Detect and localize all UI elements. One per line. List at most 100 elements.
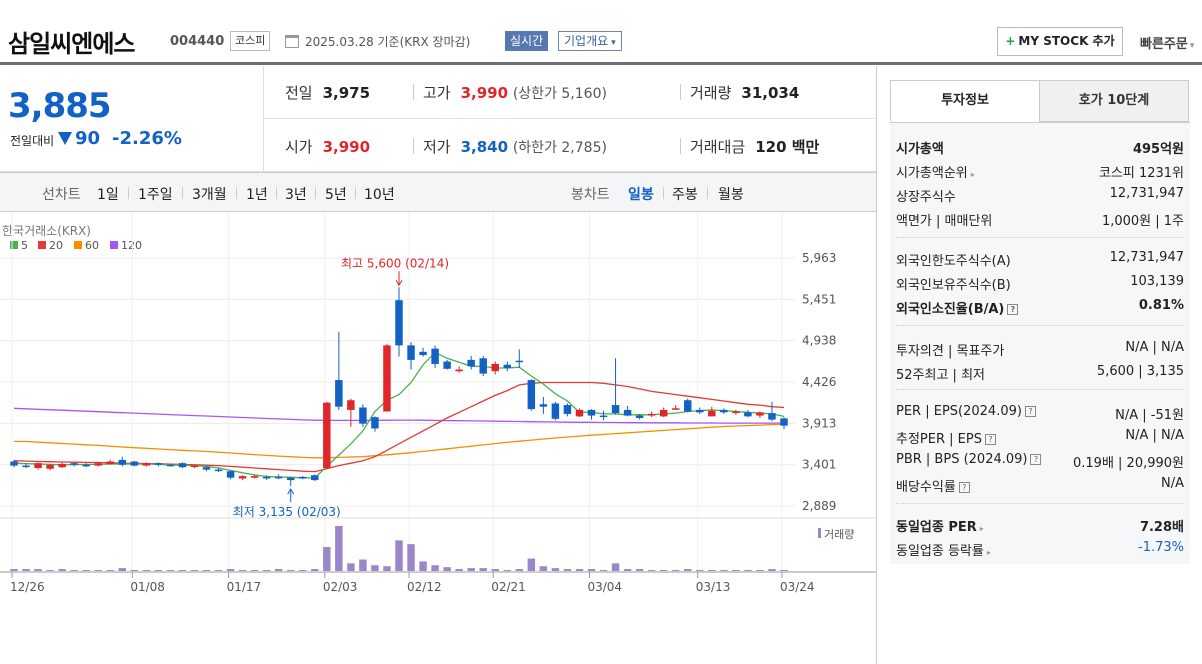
- volume-bar: [335, 526, 343, 571]
- volume-bar: [671, 570, 680, 571]
- caret-right-icon: ▸: [986, 548, 991, 557]
- candle-body: [22, 465, 30, 468]
- volume-bar: [347, 563, 355, 571]
- divider: [413, 138, 414, 154]
- info-row[interactable]: 동일업종 등락률 ▸ -1.73%: [896, 537, 1184, 559]
- tab-3month[interactable]: 3개월: [192, 187, 227, 203]
- high-price: 고가 3,990 (상한가 5,160): [423, 82, 607, 103]
- open-value: 3,990: [322, 138, 371, 156]
- volume-bar: [551, 568, 560, 571]
- volume-bar: [599, 570, 608, 571]
- help-icon[interactable]: ?: [1030, 454, 1042, 465]
- candlestick-chart[interactable]: 한국거래소(KRX)5 20 60 120 5,963 5,451 4,938 4,426 3,…: [0, 212, 876, 664]
- high-annotation: 최고 5,600 (02/14): [341, 256, 449, 270]
- volume-bar: [780, 570, 788, 571]
- info-row[interactable]: 동일업종 PER ▸ 7.28배: [896, 513, 1184, 535]
- opinion-label: 투자의견 | 목표주가: [896, 344, 1005, 359]
- x-tick-label: 02/03: [323, 580, 358, 594]
- volume-bar: [130, 570, 139, 571]
- tab-10year[interactable]: 10년: [364, 187, 395, 203]
- volume-bar: [166, 570, 175, 571]
- volume-bar: [106, 570, 114, 571]
- candle-body: [443, 361, 451, 369]
- tab-1week[interactable]: 1주일: [138, 187, 173, 203]
- candle-body: [178, 463, 187, 468]
- base-date: 2025.03.28 기준(KRX 장마감): [305, 35, 471, 49]
- tab-invest-info[interactable]: 투자정보: [890, 80, 1040, 122]
- candle-body: [335, 380, 343, 407]
- volume-bar: [274, 569, 283, 571]
- candle-body: [575, 409, 584, 417]
- high-arrow-head: [395, 280, 403, 287]
- tab-weekly[interactable]: 주봉: [672, 187, 698, 203]
- foreign-holding-value: 103,139: [1130, 274, 1184, 289]
- candle-body: [696, 409, 704, 413]
- candle-body: [551, 403, 560, 419]
- volume-bar: [226, 569, 235, 571]
- realtime-button[interactable]: 실시간: [505, 31, 549, 51]
- candle-body: [503, 364, 512, 368]
- candle-body: [262, 476, 271, 479]
- volume-bar: [178, 570, 187, 571]
- tab-5year[interactable]: 5년: [325, 187, 347, 203]
- tab-1year[interactable]: 1년: [246, 187, 268, 203]
- chart-period-tabs: 선차트 1일 1주일 3개월 1년 3년 5년 10년 봉차트 일봉 주봉 월봉: [0, 172, 876, 212]
- volume-legend-label: 거래량: [824, 528, 854, 541]
- volume-bar: [575, 569, 584, 571]
- volume-bar: [118, 568, 127, 571]
- candle-body: [684, 400, 692, 412]
- tab-daily[interactable]: 일봉: [628, 187, 654, 203]
- x-tick-label: 03/13: [696, 580, 731, 594]
- y-tick-label: 4,426: [802, 375, 836, 389]
- legend-label: 60: [85, 239, 99, 252]
- volume-bar: [262, 570, 271, 571]
- line-chart-title: 선차트: [42, 187, 81, 203]
- info-row: 투자의견 | 목표주가 N/A | N/A: [896, 337, 1184, 359]
- help-icon[interactable]: ?: [1024, 406, 1036, 417]
- tab-1day[interactable]: 1일: [97, 187, 119, 203]
- volume-bar: [659, 570, 668, 571]
- volume-bar: [10, 569, 18, 571]
- tab-3year[interactable]: 3년: [285, 187, 307, 203]
- tab-orderbook[interactable]: 호가 10단계: [1039, 80, 1189, 122]
- x-tick-label: 02/12: [407, 580, 442, 594]
- candle-body: [202, 467, 211, 470]
- company-info-dropdown[interactable]: 기업개요 ▾: [558, 31, 622, 51]
- volume-bar: [299, 570, 307, 571]
- divider: [263, 66, 264, 172]
- info-row[interactable]: 시가총액순위 ▸ 코스피 1231위: [896, 159, 1184, 181]
- foreign-holding-label: 외국인보유주식수(B): [896, 278, 1011, 293]
- help-icon[interactable]: ?: [1007, 304, 1019, 315]
- mystock-add-button[interactable]: + MY STOCK 추가: [997, 27, 1123, 56]
- volume-bar: [635, 569, 644, 571]
- help-icon[interactable]: ?: [984, 434, 996, 445]
- help-icon[interactable]: ?: [958, 482, 970, 493]
- chart-source-label: 한국거래소(KRX): [2, 224, 91, 238]
- quick-order-button[interactable]: 빠른주문 ▾: [1140, 33, 1194, 52]
- volume-bar: [395, 540, 403, 571]
- lower-limit: (하한가 2,785): [512, 140, 607, 156]
- price-chart[interactable]: 한국거래소(KRX) 5 20 60 120 5,963 5,451 4,938 4,426 3,…: [0, 212, 876, 664]
- legend-swatch: [110, 241, 118, 249]
- candle-body: [82, 464, 90, 467]
- pbr-bps-label: PBR | BPS (2024.09): [896, 452, 1028, 467]
- tab-monthly[interactable]: 월봉: [718, 187, 744, 203]
- chevron-down-icon: ▾: [611, 38, 616, 48]
- volume-bar: [587, 569, 596, 571]
- candle-body: [347, 400, 355, 410]
- candle-body: [359, 407, 367, 424]
- divider: [680, 138, 681, 154]
- volume-bar: [684, 569, 692, 571]
- invest-info-panel: 투자정보 호가 10단계 시가총액 495억원 시가총액순위 ▸ 코스피 1231위 …: [876, 66, 1202, 664]
- volume-bar: [46, 570, 54, 571]
- price-change-percent: -2.26%: [112, 128, 182, 149]
- 52week-label: 52주최고 | 최저: [896, 368, 985, 383]
- candle-body: [226, 471, 235, 478]
- volume-bar: [708, 570, 716, 571]
- ma20-line: [13, 381, 785, 473]
- low-price: 저가 3,840 (하한가 2,785): [423, 136, 607, 157]
- volume-bar: [756, 570, 764, 571]
- candle-body: [190, 465, 199, 468]
- candle-body: [238, 476, 247, 479]
- candle-body: [467, 359, 475, 367]
